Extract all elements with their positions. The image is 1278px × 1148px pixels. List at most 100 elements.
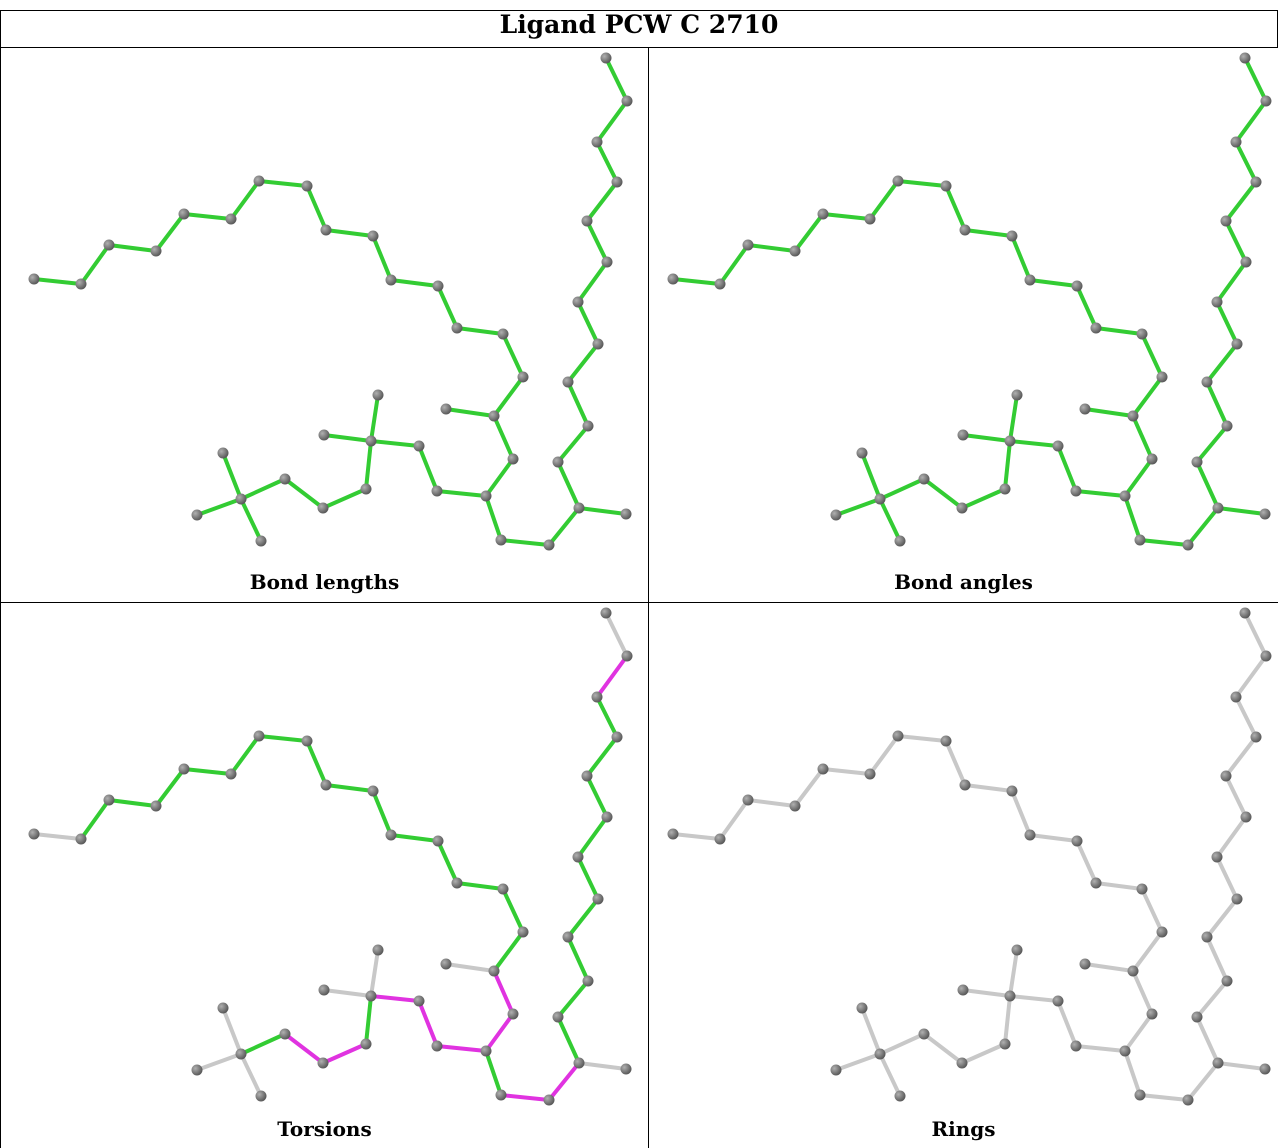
bond xyxy=(1028,278,1079,288)
bond xyxy=(371,234,393,282)
atom xyxy=(667,828,679,840)
atom xyxy=(301,180,313,192)
bond xyxy=(1195,460,1220,510)
bond xyxy=(79,798,111,841)
bond xyxy=(1205,935,1229,983)
atom xyxy=(572,851,584,863)
bond xyxy=(195,497,243,517)
atom xyxy=(1146,453,1158,465)
atom xyxy=(714,278,726,290)
atom xyxy=(317,1057,329,1069)
bond xyxy=(834,497,882,517)
bond xyxy=(1224,735,1258,778)
bond xyxy=(577,506,628,516)
atom xyxy=(957,429,969,441)
bond xyxy=(896,734,948,743)
atom xyxy=(75,278,87,290)
bond xyxy=(1083,962,1135,973)
bond xyxy=(107,243,158,253)
bond xyxy=(746,798,797,808)
bond xyxy=(1234,695,1258,739)
bond xyxy=(1003,439,1012,491)
bond xyxy=(963,783,1014,793)
atom xyxy=(959,779,971,791)
atom xyxy=(956,502,968,514)
atom xyxy=(856,1002,868,1014)
bond xyxy=(793,212,825,253)
atom xyxy=(621,95,633,107)
bond xyxy=(1216,1061,1267,1071)
bond xyxy=(107,798,158,808)
atom xyxy=(1201,376,1213,388)
atom xyxy=(367,785,379,797)
bond xyxy=(1224,774,1248,819)
atom xyxy=(488,410,500,422)
atom xyxy=(999,1038,1011,1050)
bond xyxy=(322,433,373,443)
bond xyxy=(821,767,872,776)
bond xyxy=(1215,300,1239,346)
bond xyxy=(492,414,515,461)
bond xyxy=(1205,342,1239,384)
bond xyxy=(1234,140,1258,184)
bond xyxy=(585,735,619,778)
bond xyxy=(604,56,629,103)
atom xyxy=(360,1038,372,1050)
bond xyxy=(860,451,882,501)
bond xyxy=(417,444,439,493)
atom xyxy=(432,280,444,292)
atom xyxy=(1146,1008,1158,1020)
atom xyxy=(1090,877,1102,889)
atom xyxy=(562,931,574,943)
atom xyxy=(1201,931,1213,943)
bond xyxy=(257,179,309,188)
bond xyxy=(444,962,496,973)
bond xyxy=(922,477,964,510)
atom xyxy=(789,245,801,257)
atom xyxy=(1079,958,1091,970)
atom xyxy=(480,490,492,502)
bond xyxy=(389,278,440,288)
atom xyxy=(1230,136,1242,148)
bond xyxy=(556,460,581,510)
bond xyxy=(1010,234,1032,282)
bond xyxy=(1074,1044,1127,1053)
atom xyxy=(1156,371,1168,383)
atom xyxy=(235,493,247,505)
caption-torsions: Torsions xyxy=(277,1117,372,1141)
atom xyxy=(956,1057,968,1069)
atom xyxy=(1136,328,1148,340)
atom xyxy=(75,833,87,845)
bond xyxy=(1083,407,1135,418)
atom xyxy=(817,763,829,775)
figure-title: Ligand PCW C 2710 xyxy=(499,9,779,39)
atom xyxy=(601,811,613,823)
bond xyxy=(1056,999,1078,1048)
atom xyxy=(543,539,555,551)
bond xyxy=(746,243,797,253)
bond xyxy=(369,948,380,998)
bond xyxy=(499,1093,551,1102)
bond xyxy=(595,140,619,184)
bond xyxy=(1056,444,1078,493)
atom xyxy=(103,239,115,251)
bond xyxy=(154,212,186,253)
atom xyxy=(1024,829,1036,841)
molecule-rings xyxy=(667,607,1272,1106)
bond xyxy=(1008,393,1019,443)
bond xyxy=(1094,326,1144,336)
atom xyxy=(1134,534,1146,546)
bond xyxy=(492,375,525,418)
atom xyxy=(440,403,452,415)
bond xyxy=(1131,930,1164,973)
atom xyxy=(573,1057,585,1069)
atom xyxy=(365,435,377,447)
atom xyxy=(1011,944,1023,956)
bond xyxy=(257,734,309,743)
atom xyxy=(562,376,574,388)
atom xyxy=(178,763,190,775)
atom xyxy=(367,230,379,242)
bond xyxy=(32,277,83,286)
atom xyxy=(1211,296,1223,308)
bond xyxy=(1195,1015,1220,1065)
